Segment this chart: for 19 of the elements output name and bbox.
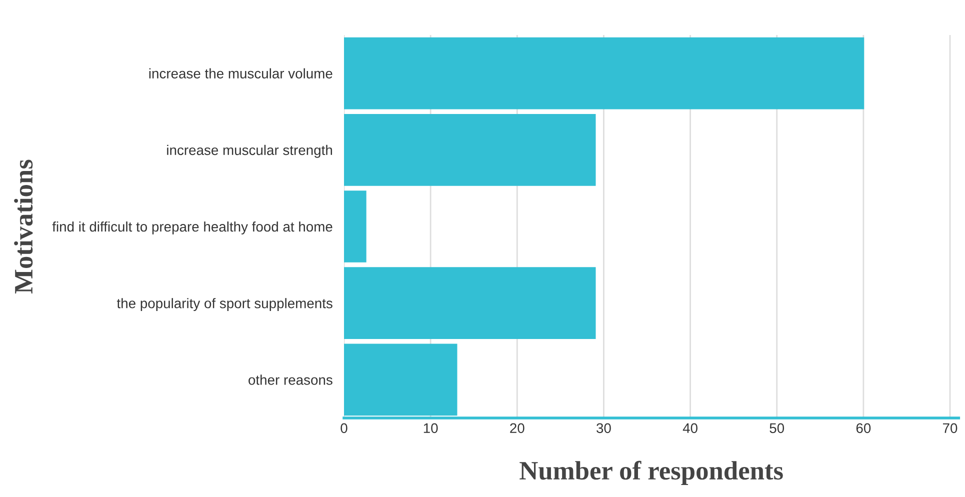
y-tick-label: increase muscular strength <box>167 144 332 158</box>
bar <box>344 37 864 110</box>
x-tick-label: 30 <box>596 423 611 434</box>
y-tick-label: increase the muscular volume <box>149 68 332 78</box>
y-tick-label: other reasons <box>248 374 332 385</box>
x-tick-label: 20 <box>510 423 524 434</box>
bar <box>344 114 596 186</box>
y-tick-label: find it difficult to prepare healthy food at home <box>52 221 332 234</box>
x-tick-label: 70 <box>942 423 958 434</box>
bar <box>344 190 366 262</box>
x-tick-label: 50 <box>770 423 784 434</box>
x-tick-label: 0 <box>340 423 348 434</box>
x-tick-label: 10 <box>424 423 438 434</box>
x-axis-title: Number of respondents <box>520 460 783 486</box>
x-tick-label: 60 <box>856 423 871 434</box>
y-axis-title: Motivations <box>14 160 33 294</box>
y-tick-label: the popularity of sport supplements <box>116 298 332 312</box>
x-tick-label: 40 <box>682 423 698 434</box>
bar <box>344 267 596 340</box>
